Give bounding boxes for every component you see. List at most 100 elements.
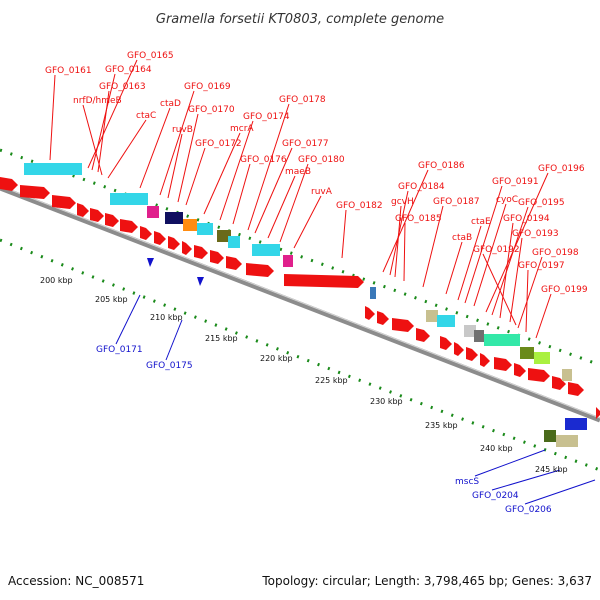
gene-arrow: [226, 256, 242, 270]
gene-label-leader: [422, 205, 444, 288]
gene-arrow: [494, 357, 512, 371]
scale-label: 215 kbp: [205, 334, 238, 343]
gene-label-leader: [293, 195, 322, 249]
gene-label: ctaC: [136, 111, 156, 121]
gene-label: maeB: [285, 167, 311, 177]
gene-arrow: [182, 241, 192, 255]
gene-label: GFO_0185: [395, 214, 442, 224]
gene-label: mcrA: [230, 124, 254, 134]
gene-arrow: [377, 311, 389, 325]
gene-label: GFO_0192: [473, 245, 520, 255]
gene-arrow: [596, 405, 600, 419]
gene-label: GFO_0198: [532, 248, 579, 258]
gene-label: GFO_0169: [184, 82, 231, 92]
gene-block: [147, 206, 159, 218]
gene-arrow: [392, 318, 414, 332]
gene-label-leader: [464, 185, 503, 304]
gene-label: GFO_0175: [146, 361, 193, 371]
gene-label-leader: [524, 479, 596, 505]
gene-label: GFO_0163: [99, 82, 146, 92]
reverse-gene-arrow: [147, 258, 154, 267]
gene-arrow: [416, 328, 430, 342]
gene-label: GFO_0178: [279, 95, 326, 105]
genome-summary-text: Topology: circular; Length: 3,798,465 bp…: [261, 574, 592, 588]
scale-label: 205 kbp: [95, 295, 128, 304]
gene-label: GFO_0184: [398, 182, 445, 192]
gene-label: GFO_0195: [518, 198, 565, 208]
gene-label-leader: [185, 147, 206, 206]
gene-label-leader: [49, 74, 56, 161]
gene-block: [24, 163, 82, 175]
gene-block: [252, 244, 280, 256]
gene-label-leader: [232, 163, 251, 225]
kbp-scale: 200 kbp 205 kbp 210 kbp 215 kbp 220 kbp 225 k…: [40, 276, 568, 474]
gene-label: GFO_0191: [492, 177, 539, 187]
gene-label-leader: [87, 59, 138, 169]
gene-track: [0, 163, 600, 447]
gene-label-leader: [457, 225, 482, 301]
gene-label-leader: [499, 222, 514, 319]
gene-label-leader: [517, 256, 543, 329]
gene-label-leader: [165, 319, 183, 361]
gene-arrow: [154, 231, 166, 245]
gene-label-leader: [159, 90, 195, 196]
gene-label: GFO_0204: [472, 491, 519, 501]
gene-label-leader: [535, 293, 552, 339]
scale-label: 200 kbp: [40, 276, 73, 285]
scale-label: 240 kbp: [480, 444, 513, 453]
reverse-gene-arrow: [197, 277, 204, 286]
gene-block: [464, 325, 476, 337]
gene-block: [426, 310, 438, 322]
gene-arrow: [0, 177, 18, 191]
scale-label: 245 kbp: [535, 465, 568, 474]
gene-label: GFO_0197: [518, 261, 565, 271]
gene-block: [183, 219, 197, 231]
gene-label: GFO_0180: [298, 155, 345, 165]
gene-label: GFO_0182: [336, 201, 383, 211]
gene-arrow: [77, 203, 89, 217]
gene-label: GFO_0171: [96, 345, 143, 355]
scale-label: 235 kbp: [425, 421, 458, 430]
gene-label-leader: [167, 133, 183, 199]
gene-label-leader: [97, 90, 110, 173]
gene-arrow: [90, 208, 104, 222]
backbone-highlight: [0, 185, 600, 419]
gene-label-leader: [403, 222, 406, 282]
scale-label: 230 kbp: [370, 397, 403, 406]
gene-label-leader: [267, 175, 296, 239]
forward-gene-labels: GFO_0161 GFO_0165 GFO_0164 GFO_0163 nrfD/hme…: [45, 51, 588, 339]
gene-arrow: [365, 306, 375, 320]
gene-arrow: [140, 226, 152, 240]
gene-label-leader: [491, 469, 561, 491]
gene-label-leader: [473, 203, 507, 307]
gene-arrow: [105, 213, 119, 227]
gene-block: [484, 334, 520, 346]
gene-arrow: [168, 236, 180, 250]
gene-label-leader: [254, 147, 293, 234]
gene-block: [165, 212, 183, 224]
gene-label-leader: [482, 253, 517, 326]
gene-arrow: [480, 353, 490, 367]
gene-label: GFO_0177: [282, 139, 329, 149]
gene-label: GFO_0170: [188, 105, 235, 115]
gene-block: [217, 230, 231, 242]
gene-block: [474, 330, 484, 342]
gene-label-leader: [177, 113, 199, 203]
gene-label: GFO_0172: [195, 139, 242, 149]
gene-label: ctaE: [471, 217, 491, 227]
gene-block: [370, 287, 376, 299]
gene-arrow: [210, 250, 224, 264]
gene-block: [520, 347, 534, 359]
gene-label: ctaD: [160, 99, 181, 109]
gene-label: nrfD/hmeB: [73, 96, 122, 106]
gene-label-leader: [341, 209, 347, 259]
gene-block: [534, 352, 550, 364]
gene-label: cyoC: [496, 195, 518, 205]
scale-label: 210 kbp: [150, 313, 183, 322]
gene-label: GFO_0194: [503, 214, 550, 224]
gene-arrow: [440, 336, 452, 350]
gene-block: [228, 236, 240, 248]
gene-label-leader: [491, 206, 529, 316]
